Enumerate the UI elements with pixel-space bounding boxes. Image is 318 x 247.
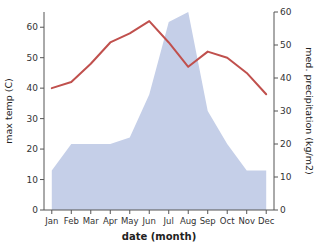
tick-label: 0	[280, 205, 286, 215]
tick-label: 50	[280, 40, 292, 50]
tick-label: 40	[280, 73, 292, 83]
axes: 0 10 20 30 40 50 60 0 10 20 30 40 50 60 Jan Feb MarAprMa…	[27, 7, 292, 226]
tick	[110, 210, 111, 214]
tick-label: Nov	[238, 216, 255, 226]
tick-label: Oct	[220, 216, 235, 226]
tick	[274, 177, 278, 178]
tick-label: 10	[27, 175, 39, 185]
x-axis-label: date (month)	[122, 231, 196, 242]
tick-label: 10	[280, 172, 292, 182]
tick	[71, 210, 72, 214]
y2-axis-label: med. precipitation (kg/m2)	[304, 47, 315, 174]
tick	[40, 27, 44, 28]
line	[52, 21, 266, 94]
y-axis-line	[44, 12, 45, 210]
tick	[188, 210, 189, 214]
tick	[274, 111, 278, 112]
tick-label: 30	[280, 106, 292, 116]
tick	[168, 210, 169, 214]
tick-label: 50	[27, 53, 39, 63]
chart: 0 10 20 30 40 50 60 0 10 20 30 40 50 60 Jan Feb MarAprMa…	[0, 0, 318, 247]
tick	[40, 88, 44, 89]
tick-label: Jul	[163, 216, 174, 226]
tick-label: Mar	[83, 216, 100, 226]
tick-label: Dec	[258, 216, 275, 226]
tick	[274, 78, 278, 79]
tick	[266, 210, 267, 214]
tick-label: 60	[27, 22, 39, 32]
tick	[40, 210, 44, 211]
tick-label: 0	[32, 205, 38, 215]
tick	[274, 210, 278, 211]
tick-label: Jun	[142, 216, 156, 226]
tick-label: Apr	[103, 216, 118, 226]
plot-area	[52, 12, 266, 210]
tick-label: 20	[27, 144, 39, 154]
tick-label: Jan	[44, 216, 58, 226]
tick-label: 30	[27, 114, 39, 124]
tick	[40, 118, 44, 119]
tick	[40, 179, 44, 180]
tick	[40, 57, 44, 58]
tick-label: Sep	[200, 216, 216, 226]
tick-label: 60	[280, 7, 292, 17]
y-axis-label: max temp (C)	[3, 78, 14, 144]
x-axis-line	[44, 210, 274, 211]
tick	[246, 210, 247, 214]
tick	[274, 144, 278, 145]
tick	[40, 149, 44, 150]
tick-label: Feb	[64, 216, 79, 226]
tick	[227, 210, 228, 214]
tick	[90, 210, 91, 214]
tick	[149, 210, 150, 214]
tick	[129, 210, 130, 214]
tick-label: 20	[280, 139, 292, 149]
area	[52, 12, 266, 210]
tick	[274, 12, 278, 13]
tick-label: 40	[27, 83, 39, 93]
tick	[207, 210, 208, 214]
tick-label: May	[121, 216, 139, 226]
tick	[51, 210, 52, 214]
tick	[274, 45, 278, 46]
tick-label: Aug	[180, 216, 197, 226]
